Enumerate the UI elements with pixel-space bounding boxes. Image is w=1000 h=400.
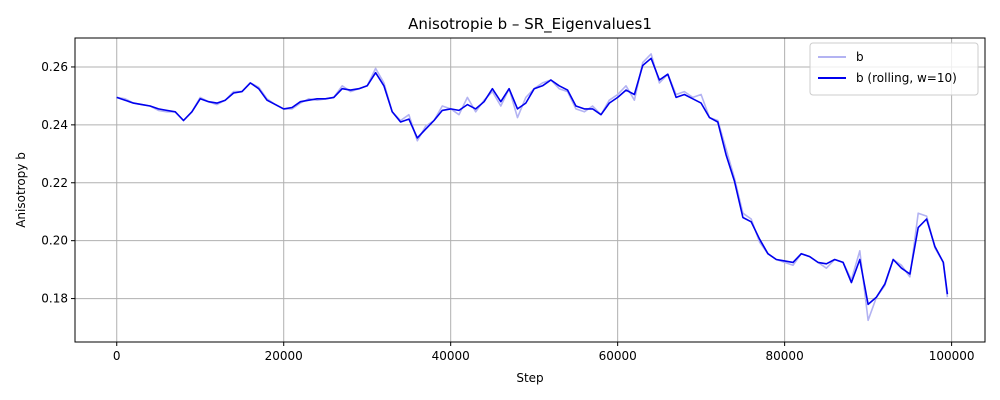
series-line-rolling: [116, 57, 949, 306]
y-tick-label: 0.26: [41, 60, 68, 74]
legend-box: [809, 42, 979, 96]
x-tick-label: 80000: [766, 349, 804, 363]
series-layer: [116, 53, 949, 322]
legend-label: b: [856, 50, 864, 64]
x-tick-label: 100000: [929, 349, 975, 363]
x-tick-label: 60000: [599, 349, 637, 363]
legend: b b (rolling, w=10): [809, 42, 979, 96]
legend-label: b (rolling, w=10): [856, 71, 957, 85]
x-tick-label: 0: [113, 349, 121, 363]
y-tick-label: 0.24: [41, 118, 68, 132]
x-tick-label: 40000: [432, 349, 470, 363]
y-tick-label: 0.22: [41, 176, 68, 190]
y-tick-label: 0.20: [41, 234, 68, 248]
y-tick-label: 0.18: [41, 292, 68, 306]
plot-frame: [74, 37, 986, 343]
x-axis-label: Step: [516, 371, 543, 385]
x-tick-label: 20000: [265, 349, 303, 363]
tick-layer: 0 20000 40000 60000 80000 100000 0.18 0.20 0.22 0…: [41, 60, 974, 363]
chart-title: Anisotropie b – SR_Eigenvalues1: [408, 15, 652, 34]
y-axis-label: Anisotropy b: [14, 152, 28, 228]
